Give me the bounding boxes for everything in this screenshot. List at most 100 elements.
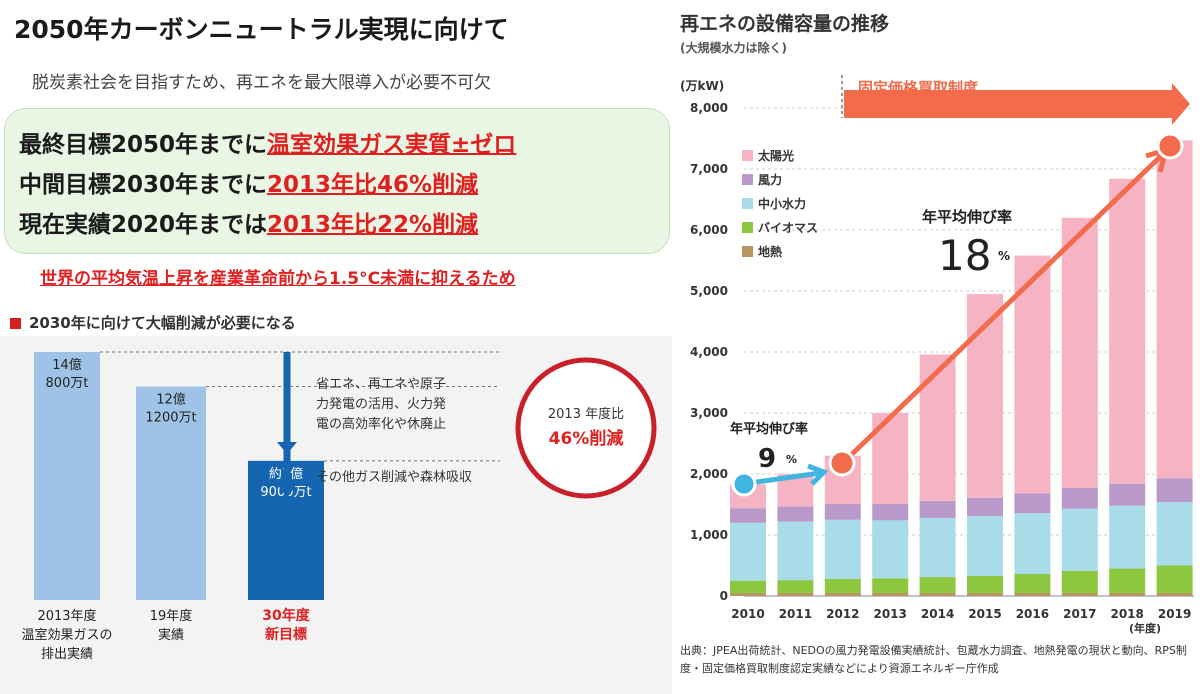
emission-value-label-1-0: 12億 bbox=[156, 392, 186, 408]
legend-swatch-2 bbox=[742, 198, 753, 209]
emission-category-label-2-0: 30年度 bbox=[262, 607, 310, 624]
growth-point-2012 bbox=[828, 449, 856, 477]
reduction-note-line-3: 電の高効率化や休廃止 bbox=[316, 416, 446, 432]
emission-category-label-0-0: 2013年度 bbox=[37, 608, 96, 624]
page-subtitle: 脱炭素社会を目指すため、再エネを最大限導入が必要不可欠 bbox=[32, 73, 491, 93]
y-tick-label-2: 2,000 bbox=[690, 467, 728, 481]
bar-2019-series-4 bbox=[1156, 140, 1193, 479]
warming-note: 世界の平均気温上昇を産業革命前から1.5°C未満に抑えるため bbox=[40, 269, 516, 289]
bar-2011-series-1 bbox=[777, 580, 814, 593]
chart-subtitle: (大規模水力は除く) bbox=[680, 40, 787, 55]
bar-2012-series-0 bbox=[824, 592, 861, 596]
bar-2018-series-0 bbox=[1109, 592, 1146, 596]
bar-2010-series-3 bbox=[730, 508, 766, 523]
y-tick-label-7: 7,000 bbox=[690, 162, 728, 176]
bar-2013-series-3 bbox=[872, 503, 909, 521]
legend-label-3: バイオマス bbox=[758, 221, 818, 235]
bar-2018-series-3 bbox=[1109, 483, 1146, 506]
x-tick-label-2014: 2014 bbox=[921, 607, 954, 621]
emission-value-label-0-0: 14億 bbox=[52, 357, 82, 373]
goal-current: 現在実績2020年までは2013年比22%削減 bbox=[19, 212, 479, 238]
bar-2019-series-0 bbox=[1156, 592, 1193, 596]
renewables-chart: 再エネの設備容量の推移 (大規模水力は除く) (万kW) 0 1,000 2,000… bbox=[680, 12, 1194, 635]
legend-swatch-1 bbox=[742, 174, 753, 185]
bar-2011-series-3 bbox=[777, 506, 814, 522]
page-title: 2050年カーボンニュートラル実現に向けて bbox=[14, 15, 509, 44]
bar-2016-series-1 bbox=[1014, 574, 1051, 593]
emission-category-label-1-0: 19年度 bbox=[150, 608, 193, 624]
bar-2012-series-3 bbox=[824, 503, 861, 520]
growth-arrow-9-head bbox=[807, 463, 829, 486]
legend-swatch-4 bbox=[742, 246, 753, 257]
x-tick-label-2015: 2015 bbox=[968, 607, 1001, 621]
x-tick-label-2018: 2018 bbox=[1110, 607, 1143, 621]
red-square-icon bbox=[10, 318, 21, 329]
x-tick-label-2019: 2019 bbox=[1158, 607, 1191, 621]
reduction-arrowhead-1 bbox=[277, 442, 297, 454]
bar-2013-series-2 bbox=[872, 520, 909, 579]
bar-2014-series-3 bbox=[919, 500, 956, 518]
reduction-note-line-1: 省エネ、再エネや原子 bbox=[316, 377, 446, 392]
legend-swatch-3 bbox=[742, 222, 753, 233]
reduction-note-other: その他ガス削減や森林吸収 bbox=[316, 469, 472, 485]
growth-9-unit: % bbox=[786, 453, 797, 466]
growth-18-unit: % bbox=[998, 249, 1010, 263]
growth-point-2019 bbox=[1156, 132, 1184, 160]
y-tick-label-0: 0 bbox=[720, 589, 728, 603]
bar-2014-series-0 bbox=[919, 592, 956, 596]
y-tick-label-6: 6,000 bbox=[690, 223, 728, 237]
goals-box: 最終目標2050年までに温室効果ガス実質±ゼロ 中間目標2030年までに2013… bbox=[4, 108, 670, 254]
legend-swatch-0 bbox=[742, 150, 753, 161]
reduction-arrowhead-2 bbox=[277, 484, 297, 498]
legend-label-0: 太陽光 bbox=[758, 148, 794, 163]
bar-2010-series-2 bbox=[730, 522, 766, 581]
circle-line-2: 46%削減 bbox=[549, 428, 624, 449]
reduction-arrows bbox=[277, 352, 297, 498]
bar-2018-series-4 bbox=[1109, 178, 1146, 484]
legend-label-4: 地熱 bbox=[758, 244, 782, 259]
x-tick-label-2010: 2010 bbox=[731, 607, 764, 621]
bar-2018-series-1 bbox=[1109, 568, 1146, 593]
growth-arrows bbox=[731, 132, 1184, 497]
growth-arrow-9-line bbox=[749, 470, 821, 486]
y-tick-label-4: 4,000 bbox=[690, 345, 728, 359]
bar-2010-series-0 bbox=[730, 592, 766, 596]
legend-label-1: 風力 bbox=[758, 172, 782, 187]
emission-category-label-0-2: 排出実績 bbox=[41, 646, 93, 662]
fixed-price-label: 固定価格買取制度 bbox=[858, 79, 979, 97]
fixed-price-arrow bbox=[844, 83, 1190, 125]
legend-label-2: 中小水力 bbox=[758, 196, 806, 211]
x-tick-label-2012: 2012 bbox=[826, 607, 859, 621]
bar-2013-series-1 bbox=[872, 578, 909, 593]
bar-2015-series-3 bbox=[967, 497, 1003, 517]
emission-value-label-0-1: 800万t bbox=[46, 376, 89, 391]
growth-arrow-18-line bbox=[846, 153, 1164, 460]
bar-2018-series-2 bbox=[1109, 505, 1146, 569]
bar-2017-series-0 bbox=[1061, 592, 1098, 596]
bar-2013-series-0 bbox=[872, 592, 909, 596]
bar-2011-series-2 bbox=[777, 521, 814, 581]
y-tick-label-3: 3,000 bbox=[690, 406, 728, 420]
emission-category-label-2-1: 新目標 bbox=[265, 626, 307, 643]
bar-2019-series-2 bbox=[1156, 502, 1193, 566]
emission-bar-0 bbox=[34, 352, 100, 600]
y-tick-label-5: 5,000 bbox=[690, 284, 728, 298]
bar-2015-series-0 bbox=[967, 592, 1003, 596]
circle-line-1: 2013 年度比 bbox=[548, 406, 624, 422]
bar-2016-series-4 bbox=[1014, 255, 1051, 494]
bar-2010-series-1 bbox=[730, 580, 766, 593]
bar-2015-series-2 bbox=[967, 516, 1003, 576]
growth-9-value: 9 bbox=[758, 444, 776, 474]
emission-category-label-0-1: 温室効果ガスの bbox=[21, 627, 112, 643]
y-tick-label-8: 8,000 bbox=[690, 101, 728, 115]
bar-2016-series-2 bbox=[1014, 513, 1051, 575]
x-axis-unit: (年度) bbox=[1129, 621, 1161, 635]
x-tick-label-2016: 2016 bbox=[1016, 607, 1049, 621]
bar-2014-series-4 bbox=[919, 354, 956, 501]
reduction-circle bbox=[515, 357, 657, 499]
bar-2012-series-2 bbox=[824, 519, 861, 579]
bar-2016-series-0 bbox=[1014, 592, 1051, 596]
bar-2017-series-1 bbox=[1061, 570, 1098, 593]
growth-point-2010 bbox=[731, 471, 757, 497]
bar-2011-series-0 bbox=[777, 592, 814, 596]
